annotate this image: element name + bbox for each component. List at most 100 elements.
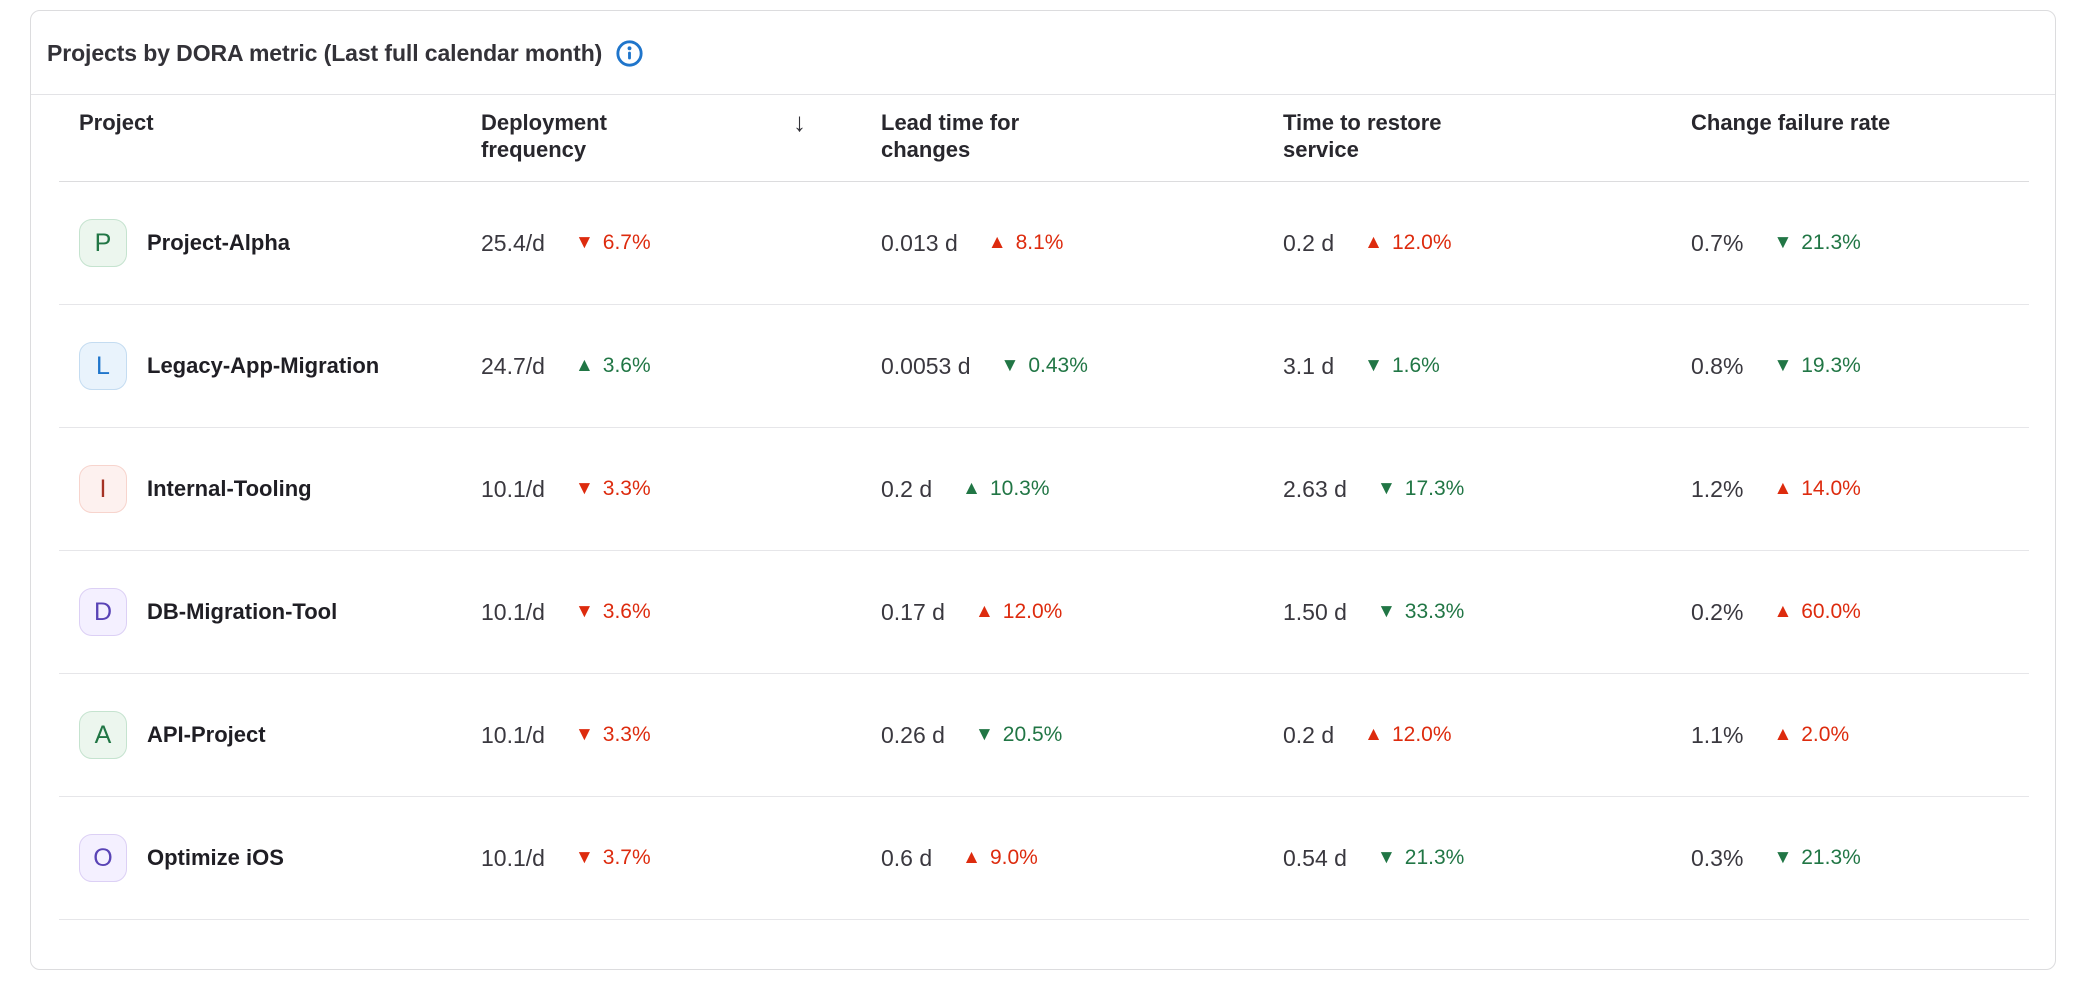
trend-percentage: 21.3% <box>1801 231 1861 254</box>
time-to-restore-cell: 0.2 d ▲ 12.0% <box>1263 673 1671 797</box>
lead-time-cell: 0.013 d ▲ 8.1% <box>861 181 1263 305</box>
trend-percentage: 12.0% <box>1391 231 1452 254</box>
column-header-lead-time: Lead time for changes <box>861 95 1263 182</box>
project-name-link[interactable]: Project-Alpha <box>147 230 291 255</box>
trend-indicator: ▲ 3.6% <box>575 354 651 378</box>
trend-indicator: ▼ 19.3% <box>1773 354 1860 378</box>
column-header-project: Project <box>59 95 461 182</box>
trend-percentage: 60.0% <box>1801 600 1861 623</box>
trend-indicator: ▼ 3.7% <box>575 846 651 870</box>
deployment-frequency-cell: 10.1/d ▼ 3.7% <box>461 796 861 920</box>
sort-descending-icon[interactable]: ↓ <box>793 107 806 137</box>
metric-value: 0.013 d <box>881 229 958 256</box>
project-name-link[interactable]: API-Project <box>147 722 266 747</box>
deployment-frequency-cell: 25.4/d ▼ 6.7% <box>461 181 861 305</box>
project-avatar[interactable]: O <box>79 834 127 882</box>
deployment-frequency-cell: 10.1/d ▼ 3.3% <box>461 427 861 551</box>
project-name-link[interactable]: Internal-Tooling <box>147 476 312 501</box>
trend-down-icon: ▼ <box>574 231 594 253</box>
trend-down-icon: ▼ <box>974 723 994 745</box>
metric-value: 0.54 d <box>1283 844 1347 871</box>
column-header-deployment-frequency[interactable]: Deployment frequency ↓ <box>461 95 861 182</box>
change-failure-rate-cell: 0.2% ▲ 60.0% <box>1671 550 2029 674</box>
metric-value: 2.63 d <box>1283 475 1347 502</box>
trend-indicator: ▼ 3.3% <box>575 477 651 501</box>
trend-indicator: ▼ 21.3% <box>1377 846 1464 870</box>
trend-down-icon: ▼ <box>1364 354 1383 376</box>
metric-value: 0.8% <box>1691 352 1744 379</box>
project-name-link[interactable]: Optimize iOS <box>147 845 284 870</box>
time-to-restore-cell: 1.50 d ▼ 33.3% <box>1263 550 1671 674</box>
trend-down-icon: ▼ <box>574 477 594 499</box>
trend-indicator: ▼ 21.3% <box>1773 846 1860 870</box>
card-title: Projects by DORA metric (Last full calen… <box>47 40 603 66</box>
trend-percentage: 3.3% <box>602 477 651 500</box>
table-row: D DB-Migration-Tool 10.1/d ▼ 3.6% <box>59 550 2029 674</box>
project-cell: L Legacy-App-Migration <box>59 304 461 428</box>
change-failure-rate-cell: 0.7% ▼ 21.3% <box>1671 181 2029 305</box>
project-avatar[interactable]: D <box>79 588 127 636</box>
trend-down-icon: ▼ <box>1773 846 1793 868</box>
trend-percentage: 33.3% <box>1404 600 1465 623</box>
project-name-link[interactable]: DB-Migration-Tool <box>147 599 338 624</box>
trend-down-icon: ▼ <box>1000 354 1020 376</box>
trend-up-icon: ▲ <box>1773 600 1793 622</box>
trend-percentage: 20.5% <box>1002 723 1063 746</box>
info-icon[interactable] <box>616 40 643 67</box>
metric-value: 0.7% <box>1691 229 1744 256</box>
trend-indicator: ▼ 33.3% <box>1377 600 1464 624</box>
trend-percentage: 12.0% <box>1002 600 1063 623</box>
time-to-restore-cell: 2.63 d ▼ 17.3% <box>1263 427 1671 551</box>
trend-percentage: 0.43% <box>1028 354 1088 377</box>
project-avatar[interactable]: A <box>79 711 127 759</box>
metric-value: 10.1/d <box>481 844 545 871</box>
column-header-label: Change failure rate <box>1691 110 1891 135</box>
trend-down-icon: ▼ <box>1773 231 1793 253</box>
metric-value: 10.1/d <box>481 721 545 748</box>
trend-up-icon: ▲ <box>962 846 981 868</box>
trend-percentage: 8.1% <box>1015 231 1064 254</box>
dora-table: Project Deployment frequency ↓ Lead time… <box>59 95 2029 920</box>
metric-value: 3.1 d <box>1283 352 1335 379</box>
change-failure-rate-cell: 0.3% ▼ 21.3% <box>1671 796 2029 920</box>
project-avatar[interactable]: P <box>79 219 127 267</box>
trend-indicator: ▼ 1.6% <box>1364 354 1440 378</box>
trend-percentage: 3.7% <box>602 846 651 869</box>
trend-down-icon: ▼ <box>1376 477 1396 499</box>
trend-indicator: ▼ 20.5% <box>975 723 1062 747</box>
trend-up-icon: ▲ <box>962 477 981 499</box>
project-avatar[interactable]: L <box>79 342 127 390</box>
column-header-label: Time to restore service <box>1283 110 1442 162</box>
trend-indicator: ▲ 12.0% <box>1364 723 1451 747</box>
project-avatar[interactable]: I <box>79 465 127 513</box>
metric-value: 0.2 d <box>1283 229 1335 256</box>
trend-indicator: ▼ 0.43% <box>1001 354 1088 378</box>
project-name-link[interactable]: Legacy-App-Migration <box>147 353 380 378</box>
trend-up-icon: ▲ <box>974 600 994 622</box>
table-row: O Optimize iOS 10.1/d ▼ 3.7% <box>59 796 2029 920</box>
deployment-frequency-cell: 10.1/d ▼ 3.3% <box>461 673 861 797</box>
trend-up-icon: ▲ <box>1773 477 1793 499</box>
trend-percentage: 6.7% <box>602 231 651 254</box>
time-to-restore-cell: 0.54 d ▼ 21.3% <box>1263 796 1671 920</box>
trend-percentage: 3.6% <box>602 354 651 377</box>
change-failure-rate-cell: 0.8% ▼ 19.3% <box>1671 304 2029 428</box>
trend-indicator: ▲ 8.1% <box>988 231 1064 255</box>
trend-indicator: ▲ 12.0% <box>1364 231 1451 255</box>
trend-indicator: ▲ 2.0% <box>1773 723 1849 747</box>
trend-indicator: ▼ 17.3% <box>1377 477 1464 501</box>
metric-value: 1.50 d <box>1283 598 1347 625</box>
trend-percentage: 3.3% <box>602 723 651 746</box>
metric-value: 1.2% <box>1691 475 1744 502</box>
trend-down-icon: ▼ <box>574 846 594 868</box>
lead-time-cell: 0.0053 d ▼ 0.43% <box>861 304 1263 428</box>
column-header-label: Lead time for changes <box>881 110 1020 162</box>
trend-up-icon: ▲ <box>987 231 1007 253</box>
change-failure-rate-cell: 1.2% ▲ 14.0% <box>1671 427 2029 551</box>
dora-metrics-card: Projects by DORA metric (Last full calen… <box>30 10 2056 970</box>
trend-up-icon: ▲ <box>574 354 594 376</box>
trend-indicator: ▲ 10.3% <box>962 477 1049 501</box>
trend-percentage: 14.0% <box>1801 477 1861 500</box>
metric-value: 0.3% <box>1691 844 1744 871</box>
metric-value: 0.17 d <box>881 598 945 625</box>
